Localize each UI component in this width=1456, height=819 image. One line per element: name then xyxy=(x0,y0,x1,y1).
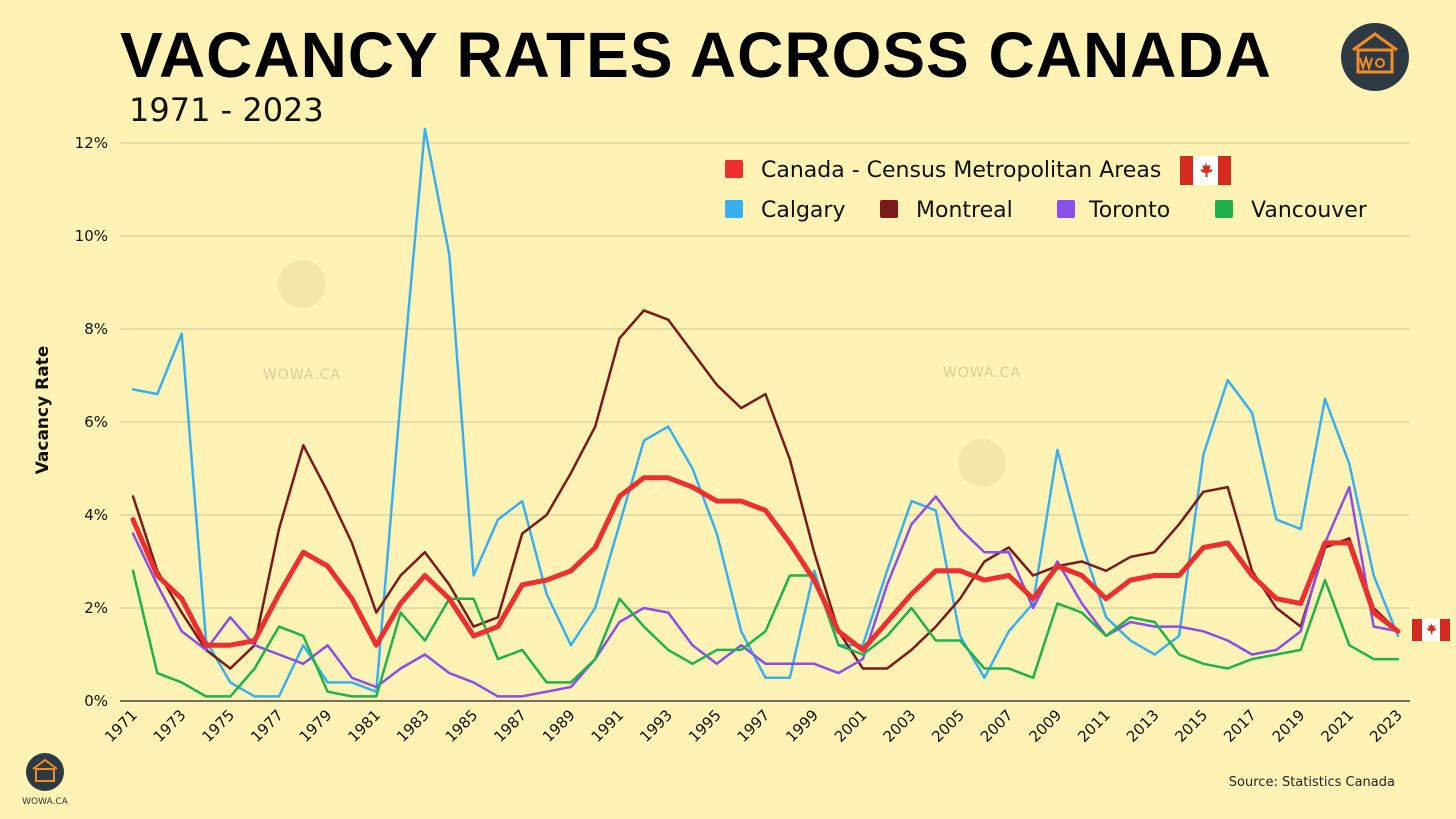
x-tick-label: 2009 xyxy=(1026,706,1066,746)
y-tick-label: 12% xyxy=(75,134,108,152)
grid-lines xyxy=(120,142,1410,702)
x-tick-label: 2017 xyxy=(1220,706,1260,746)
x-tick-label: 2013 xyxy=(1123,706,1163,746)
y-axis-ticks: 0% 2% 4% 6% 8% 10% 12% xyxy=(75,134,108,710)
x-tick-label: 2021 xyxy=(1317,706,1357,746)
canada-flag-icon xyxy=(1180,156,1231,185)
x-tick-label: 1981 xyxy=(344,706,384,746)
legend-swatch-toronto xyxy=(1057,200,1075,218)
legend-label-vancouver: Vancouver xyxy=(1251,198,1368,223)
watermark-text-2: WOWA.CA xyxy=(943,365,1021,381)
source-note: Source: Statistics Canada xyxy=(1229,775,1395,790)
y-tick-label: 2% xyxy=(84,599,108,617)
watermark-logo-2 xyxy=(958,439,1006,487)
y-axis-label: Vacancy Rate xyxy=(33,346,53,475)
x-tick-label: 1989 xyxy=(539,706,579,746)
x-tick-label: 1975 xyxy=(198,706,238,746)
series-lines xyxy=(130,127,1401,698)
legend-swatch-montreal xyxy=(880,200,898,218)
legend-label-montreal: Montreal xyxy=(916,198,1013,223)
x-tick-label: 1991 xyxy=(588,706,628,746)
x-tick-label: 2001 xyxy=(831,706,871,746)
chart-subtitle: 1971 - 2023 xyxy=(129,91,324,129)
x-tick-label: 1973 xyxy=(150,706,190,746)
x-tick-label: 1971 xyxy=(101,706,141,746)
series-line-vancouver xyxy=(131,569,1400,698)
x-tick-label: 2003 xyxy=(880,706,920,746)
y-tick-label: 10% xyxy=(75,227,108,245)
x-tick-label: 1977 xyxy=(247,706,287,746)
x-tick-label: 1993 xyxy=(636,706,676,746)
x-axis-ticks: 1971 1973 1975 1977 1979 1981 1983 1985 1987 1989… xyxy=(101,706,1406,746)
legend: Canada - Census Metropolitan Areas Calga… xyxy=(725,156,1368,223)
x-tick-label: 1983 xyxy=(393,706,433,746)
series-line-canada xyxy=(130,475,1401,653)
x-tick-label: 2011 xyxy=(1074,706,1114,746)
watermark-text-1: WOWA.CA xyxy=(263,367,341,383)
legend-label-calgary: Calgary xyxy=(761,198,845,223)
x-tick-label: 1987 xyxy=(490,706,530,746)
x-tick-label: 2019 xyxy=(1269,706,1309,746)
x-tick-label: 2005 xyxy=(928,706,968,746)
legend-label-canada: Canada - Census Metropolitan Areas xyxy=(761,158,1161,183)
y-tick-label: 8% xyxy=(84,320,108,338)
y-tick-label: 0% xyxy=(84,692,108,710)
x-tick-label: 1995 xyxy=(685,706,725,746)
legend-swatch-calgary xyxy=(725,200,743,218)
brand-logo-icon xyxy=(26,753,64,791)
wowa-logo-icon xyxy=(1341,23,1409,91)
y-tick-label: 6% xyxy=(84,413,108,431)
chart-title: VACANCY RATES ACROSS CANADA xyxy=(120,19,1272,91)
series-line-toronto xyxy=(131,485,1400,698)
legend-label-toronto: Toronto xyxy=(1088,198,1170,223)
legend-swatch-vancouver xyxy=(1215,200,1233,218)
x-tick-label: 1985 xyxy=(442,706,482,746)
y-tick-label: 4% xyxy=(84,506,108,524)
brand-text: WOWA.CA xyxy=(22,797,69,807)
x-tick-label: 1999 xyxy=(782,706,822,746)
x-tick-label: 2015 xyxy=(1171,706,1211,746)
x-tick-label: 1979 xyxy=(296,706,336,746)
series-line-calgary xyxy=(131,127,1400,698)
x-tick-label: 1997 xyxy=(734,706,774,746)
end-canada-flag-icon xyxy=(1412,619,1450,641)
watermark-logo-1 xyxy=(278,260,326,308)
x-tick-label: 2007 xyxy=(977,706,1017,746)
x-tick-label: 2023 xyxy=(1366,706,1406,746)
series-line-montreal xyxy=(131,309,1400,670)
legend-swatch-canada xyxy=(725,160,743,178)
